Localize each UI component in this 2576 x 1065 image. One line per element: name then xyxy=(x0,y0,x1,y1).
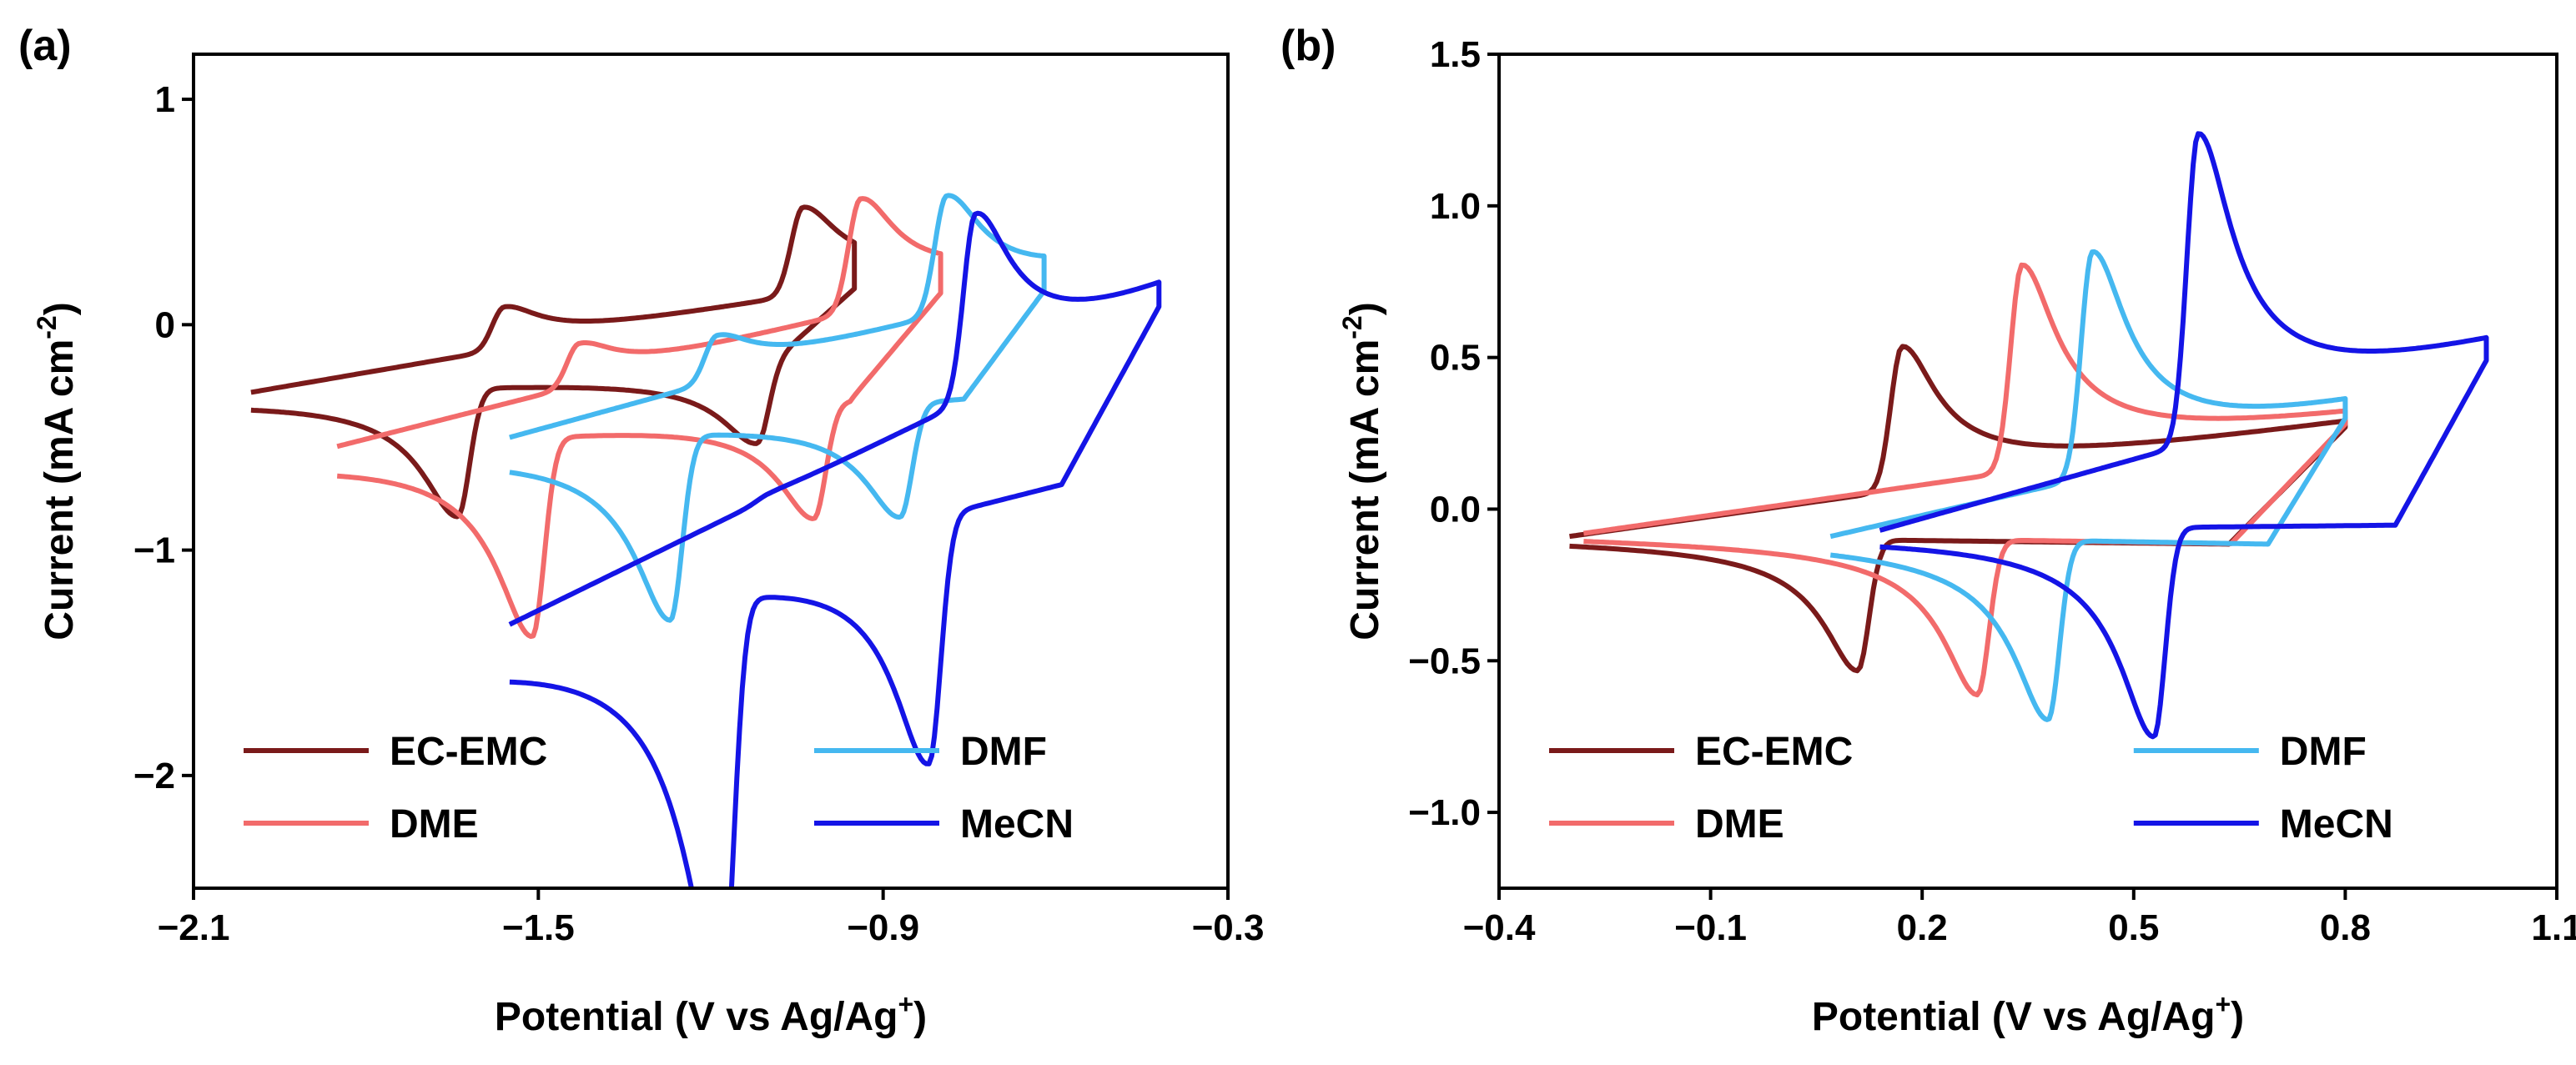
panel-label: (b) xyxy=(1280,22,1336,70)
series-line-mecn xyxy=(508,210,1162,888)
legend-label-dme: DME xyxy=(1695,802,1784,846)
y-tick-label: 0.0 xyxy=(1430,489,1481,530)
x-axis-title: Potential (V vs Ag/Ag+) xyxy=(495,989,927,1039)
y-axis-title: Current (mA cm-2) xyxy=(1337,302,1387,640)
y-tick-label: −2 xyxy=(133,756,175,796)
series-line-mecn xyxy=(1879,131,2489,740)
x-tick-label: 0.8 xyxy=(2320,907,2371,948)
legend-label-ec-emc: EC-EMC xyxy=(1695,730,1853,774)
x-tick-label: 0.2 xyxy=(1897,907,1948,948)
plot-frame xyxy=(1497,53,2558,890)
y-tick-label: −1 xyxy=(133,530,175,571)
series-line-dmf xyxy=(509,193,1047,623)
x-tick-label: −2.1 xyxy=(158,907,230,948)
legend-label-dme: DME xyxy=(390,802,479,846)
panel-b: −0.4 −0.1 0.2 0.5 0.8 1.1 1.5 1.0 0.5 0.0 −0.5 −1.0… xyxy=(1280,22,2576,1039)
legend-label-dmf: DMF xyxy=(2280,730,2367,774)
panel-a: −2.1 −1.5 −0.9 −0.3 1 0 −1 −2 Potential (V vs Ag… xyxy=(18,22,1264,1039)
series-group xyxy=(1569,131,2489,740)
x-tick-label: −0.1 xyxy=(1674,907,1747,948)
y-tick-label: 0 xyxy=(155,304,175,345)
y-tick-label: 0.5 xyxy=(1430,338,1481,379)
y-tick-label: 1.5 xyxy=(1430,34,1481,75)
y-tick-label: −1.0 xyxy=(1408,792,1481,833)
x-tick-label: −0.4 xyxy=(1463,907,1536,948)
legend-label-dmf: DMF xyxy=(960,730,1047,774)
y-tick-label: 1 xyxy=(155,79,175,120)
x-tick-label: −0.9 xyxy=(847,907,919,948)
x-axis-title: Potential (V vs Ag/Ag+) xyxy=(1812,989,2244,1039)
x-tick-label: −0.3 xyxy=(1192,907,1265,948)
plot-frame xyxy=(192,53,1230,890)
series-group xyxy=(250,193,1162,888)
series-line-dme xyxy=(1583,262,2348,698)
x-tick-label: 1.1 xyxy=(2531,907,2576,948)
x-tick-label: −1.5 xyxy=(502,907,575,948)
legend-label-mecn: MeCN xyxy=(2280,802,2393,846)
y-tick-label: −0.5 xyxy=(1408,641,1481,681)
panel-label: (a) xyxy=(18,22,72,70)
series-line-ec-emc xyxy=(250,204,858,520)
x-tick-label: 0.5 xyxy=(2108,907,2159,948)
y-tick-label: 1.0 xyxy=(1430,186,1481,227)
y-axis-title: Current (mA cm-2) xyxy=(32,302,82,640)
legend-label-mecn: MeCN xyxy=(960,802,1074,846)
legend-label-ec-emc: EC-EMC xyxy=(390,730,547,774)
